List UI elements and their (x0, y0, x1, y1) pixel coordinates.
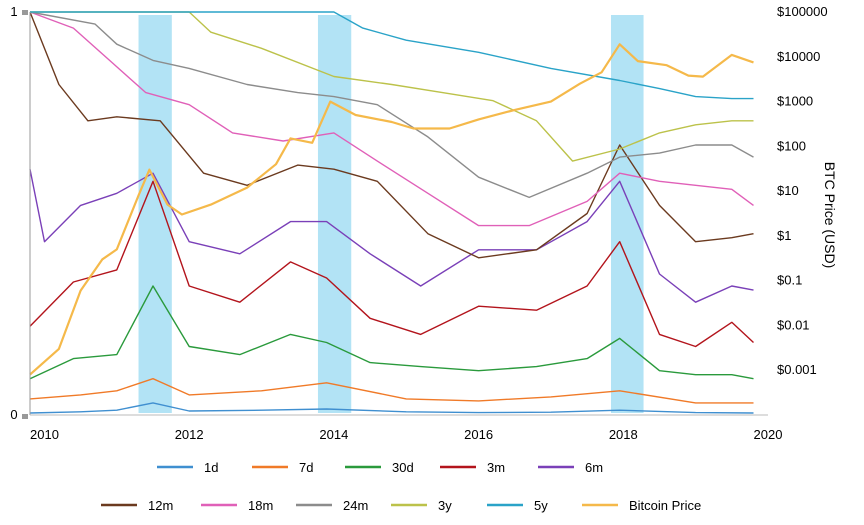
highlight-band-1 (138, 15, 172, 413)
y-axis-bottom-tick (22, 414, 28, 419)
series-line-24m (29, 11, 754, 199)
legend-label-bitcoin-price: Bitcoin Price (629, 498, 701, 513)
right-tick-label: $0.01 (777, 317, 810, 332)
highlight-band-2 (317, 15, 352, 413)
right-tick-label: $10 (777, 183, 799, 198)
series-line-3m (29, 180, 754, 348)
legend-label-3m: 3m (487, 460, 505, 475)
left-tick-label: 1 (10, 4, 17, 19)
series-line-30d (29, 285, 754, 380)
series-line-18m (29, 11, 754, 227)
legend-label-5y: 5y (534, 498, 548, 513)
legend-label-30d: 30d (392, 460, 414, 475)
right-tick-label: $0.1 (777, 273, 802, 288)
left-tick-label: 0 (10, 407, 17, 422)
series-layer (29, 11, 754, 414)
right-tick-labels: $0.001 $0.01 $0.1 $1 $10 $100 $1000 $10000 $1000… (777, 4, 828, 377)
series-line-6m (29, 169, 754, 303)
y-axis-label-right: BTC Price (USD) (822, 162, 838, 269)
legend-label-12m: 12m (148, 498, 173, 513)
legend-label-6m: 6m (585, 460, 603, 475)
series-line-1d (29, 402, 754, 414)
x-tick-label: 2014 (319, 427, 348, 442)
x-tick-label: 2012 (175, 427, 204, 442)
series-line-12m (29, 11, 754, 259)
x-tick-labels: 2010 2012 2014 2016 2018 2020 (30, 427, 782, 442)
legend-label-1d: 1d (204, 460, 218, 475)
right-tick-label: $1 (777, 228, 791, 243)
right-tick-label: $1000 (777, 94, 813, 109)
right-tick-label: $10000 (777, 49, 820, 64)
right-tick-label: $100 (777, 138, 806, 153)
x-tick-label: 2016 (464, 427, 493, 442)
x-tick-label: 2020 (754, 427, 783, 442)
legend: 1d 7d 30d 3m 6m 12m 18m 24m 3y 5y Bitcoin Price (101, 460, 701, 513)
right-tick-label: $100000 (777, 4, 828, 19)
right-tick-label: $0.001 (777, 362, 817, 377)
y-axis-top-tick (22, 10, 28, 15)
highlight-bands (138, 15, 644, 413)
axes (22, 10, 768, 419)
legend-label-18m: 18m (248, 498, 273, 513)
series-line-5y (30, 11, 754, 100)
series-line-7d (29, 378, 754, 404)
legend-label-7d: 7d (299, 460, 313, 475)
legend-label-3y: 3y (438, 498, 452, 513)
series-line-bitcoin-price (29, 43, 754, 376)
x-tick-label: 2010 (30, 427, 59, 442)
left-tick-labels: 01 (10, 4, 17, 422)
legend-label-24m: 24m (343, 498, 368, 513)
x-tick-label: 2018 (609, 427, 638, 442)
series-line-3y (30, 11, 754, 162)
